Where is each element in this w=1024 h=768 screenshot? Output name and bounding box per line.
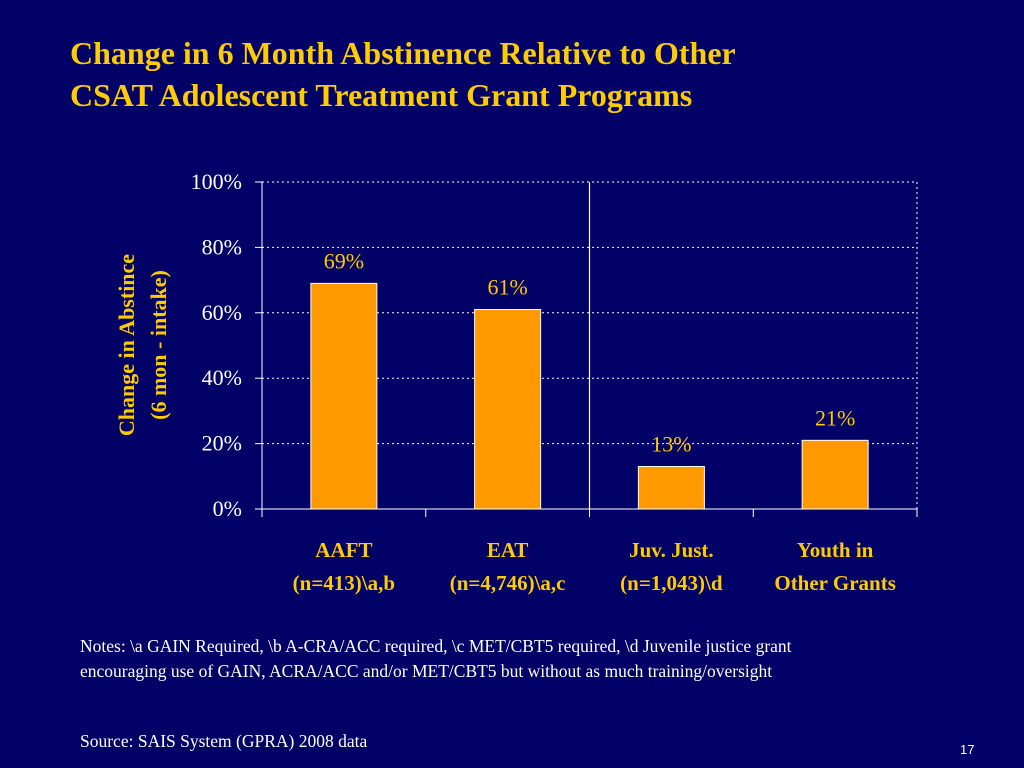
x-category-label: (n=413)\a,b: [293, 571, 395, 595]
x-category-label: Other Grants: [774, 571, 896, 595]
y-tick-label: 40%: [202, 365, 242, 390]
y-axis-title-line-2: (6 mon - intake): [146, 270, 171, 420]
x-category-label: Youth in: [797, 538, 874, 562]
x-category-label: (n=4,746)\a,c: [450, 571, 566, 595]
x-category-label: (n=1,043)\d: [620, 571, 723, 595]
y-tick-label: 20%: [202, 431, 242, 456]
y-axis-title-line-1: Change in Abstince: [114, 254, 139, 436]
slide-title-line-2: CSAT Adolescent Treatment Grant Programs: [70, 77, 693, 113]
bar-1: [474, 309, 542, 510]
x-category-label: AAFT: [315, 538, 372, 562]
bar-0: [310, 282, 378, 510]
y-tick-label: 80%: [202, 234, 242, 259]
notes-text: Notes: \a GAIN Required, \b A-CRA/ACC re…: [80, 636, 792, 681]
y-tick-label: 0%: [213, 496, 242, 521]
y-tick-label: 100%: [191, 169, 242, 194]
slide-title: Change in 6 Month Abstinence Relative to…: [70, 32, 970, 116]
data-label: 21%: [815, 405, 855, 430]
bar-2: [637, 465, 705, 510]
x-category-label: EAT: [487, 538, 529, 562]
source-text: Source: SAIS System (GPRA) 2008 data: [80, 731, 368, 751]
data-label: 69%: [324, 248, 364, 273]
bar-chart: 0% 20% 40% 60% 80% 100% 69% AAFT (n=413)\a,b 61% E…: [114, 169, 918, 595]
data-label: 13%: [651, 431, 691, 456]
slide-title-line-1: Change in 6 Month Abstinence Relative to…: [70, 35, 736, 71]
y-tick-label: 60%: [202, 300, 242, 325]
page-number: 17: [960, 742, 975, 757]
bar-3: [801, 439, 869, 510]
x-category-label: Juv. Just.: [629, 538, 714, 562]
data-label: 61%: [487, 275, 527, 300]
